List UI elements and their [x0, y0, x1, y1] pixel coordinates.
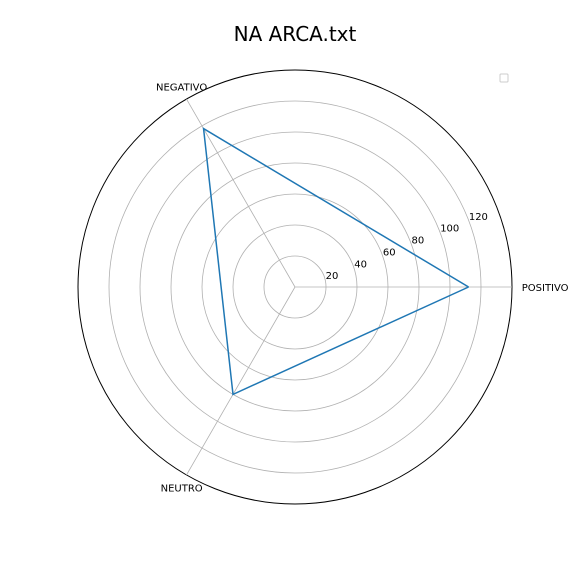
radial-tick-label: 40 [354, 259, 367, 270]
radial-tick-label: 120 [469, 212, 488, 223]
radial-tick-label: 60 [383, 247, 396, 258]
series-line [202, 127, 469, 396]
chart-title: NA ARCA.txt [234, 22, 357, 46]
radial-tick-label: 80 [412, 236, 425, 247]
category-label-positivo: POSITIVO [522, 283, 569, 294]
radial-tick-label: 100 [440, 224, 459, 235]
series-layer [202, 127, 469, 396]
category-label-negativo: NEGATIVO [156, 83, 207, 94]
spoke-negativo [186, 98, 296, 288]
spoke-neutro [186, 286, 296, 476]
legend-box [499, 73, 509, 83]
category-labels: POSITIVO NEGATIVO NEUTRO [156, 83, 569, 495]
category-label-neutro: NEUTRO [161, 483, 203, 494]
legend [499, 73, 509, 83]
radial-tick-labels: 20 40 60 80 100 120 [326, 212, 488, 282]
radial-tick-label: 20 [326, 271, 339, 282]
spoke-layer [186, 98, 512, 476]
